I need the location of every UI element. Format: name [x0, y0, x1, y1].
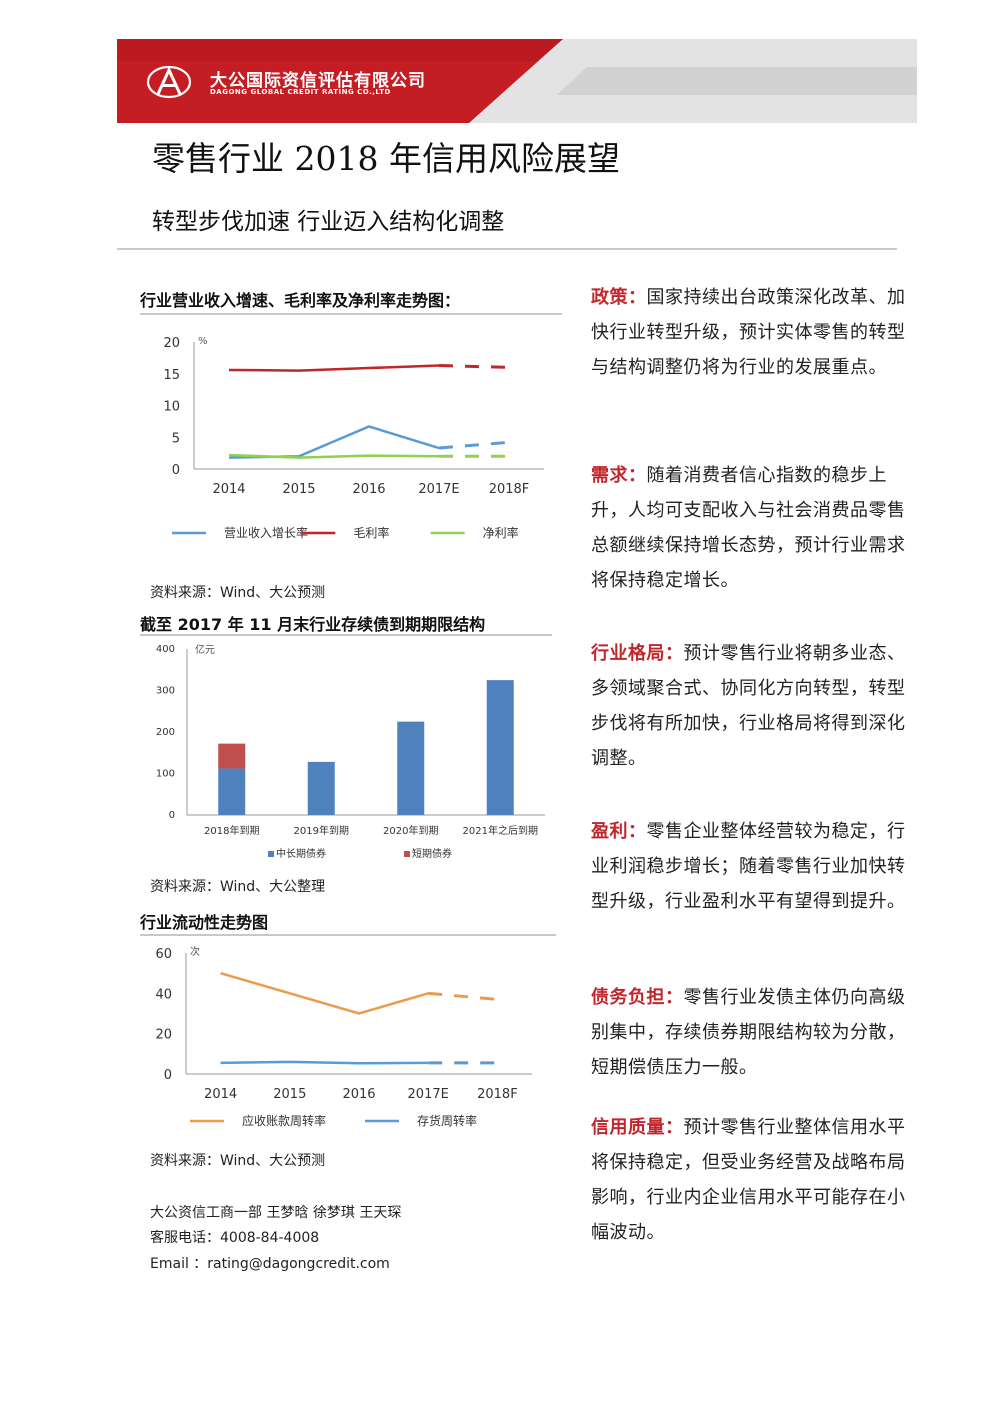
paragraph-credit-quality: 信用质量：预计零售行业整体信用水平将保持稳定，但受业务经营及战略布局影响，行业内…	[591, 1110, 911, 1250]
series-line-solid	[228, 425, 440, 459]
page-subtitle: 转型步伐加速 行业迈入结构化调整	[152, 209, 505, 235]
y-tick-label: 60	[155, 947, 172, 962]
chart1-source: 资料来源：Wind、大公预测	[150, 585, 326, 601]
y-unit-label: 亿元	[195, 643, 215, 656]
x-tick-label: 2017E	[418, 482, 459, 497]
y-tick-label: 400	[156, 644, 175, 655]
bar	[218, 743, 246, 769]
chart2-section-title: 截至 2017 年 11 月末行业存续债到期期限结构	[140, 615, 486, 634]
header-banner	[117, 39, 917, 123]
paragraph-label: 行业格局：	[591, 643, 684, 664]
paragraph-profitability: 盈利：零售企业整体经营较为稳定，行业利润稳步增长；随着零售行业加快转型升级，行业…	[591, 814, 911, 919]
legend-label: 净利率	[483, 525, 519, 540]
y-tick-label: 20	[163, 336, 180, 351]
y-unit-label: 次	[190, 945, 200, 958]
chart2-source: 资料来源：Wind、大公整理	[150, 879, 326, 895]
paragraph-text: 国家持续出台政策深化改革、加快行业转型升级，预计实体零售的转型与结构调整仍将为行…	[591, 287, 906, 378]
paragraph-text: 零售企业整体经营较为稳定，行业利润稳步增长；随着零售行业加快转型升级，行业盈利水…	[591, 821, 906, 912]
chart1-section-title: 行业营业收入增速、毛利率及净利率走势图：	[140, 291, 461, 310]
chart1-divider	[140, 313, 562, 315]
paragraph-text: 预计零售行业整体信用水平将保持稳定，但受业务经营及战略布局影响，行业内企业信用水…	[591, 1117, 906, 1243]
x-tick-label: 2017E	[408, 1087, 449, 1102]
contact-phone: 客服电话：4008-84-4008	[150, 1230, 320, 1246]
x-tick-label: 2020年到期	[383, 824, 438, 837]
bar	[486, 680, 514, 815]
x-tick-label: 2018F	[489, 482, 530, 497]
series-line-forecast	[438, 363, 510, 369]
company-logo-icon	[146, 65, 192, 99]
y-tick-label: 0	[164, 1068, 172, 1083]
chart2-divider	[140, 634, 552, 636]
chart3-source: 资料来源：Wind、大公预测	[150, 1153, 326, 1169]
series-line-solid	[220, 971, 429, 1015]
contact-team: 大公资信工商一部 王梦晗 徐梦琪 王天琛	[150, 1205, 402, 1221]
y-tick-label: 20	[155, 1028, 172, 1043]
series-line-solid	[228, 453, 440, 459]
x-tick-label: 2019年到期	[294, 824, 349, 837]
y-tick-label: 5	[172, 431, 180, 446]
paragraph-label: 需求：	[591, 465, 647, 486]
chart3-liquidity-line-chart: 0 20 40 60 次 2014 2015 2016 2017E 2018F 应收账款周转率 存货周…	[155, 945, 532, 1128]
company-name-cn: 大公国际资信评估有限公司	[210, 71, 426, 91]
paragraph-label: 信用质量：	[591, 1117, 684, 1138]
x-tick-label: 2016	[342, 1087, 375, 1102]
x-tick-label: 2014	[204, 1087, 237, 1102]
x-tick-label: 2015	[282, 482, 315, 497]
contact-email: Email ：rating@dagongcredit.com	[150, 1256, 390, 1272]
legend-label: 营业收入增长率	[224, 525, 308, 540]
title-divider	[117, 248, 897, 250]
chart3-section-title: 行业流动性走势图	[140, 913, 269, 932]
legend-label: 短期债券	[412, 847, 452, 860]
legend-label: 应收账款周转率	[242, 1113, 326, 1128]
series-line-solid	[228, 364, 440, 372]
paragraph-text: 预计零售行业将朝多业态、多领域聚合式、协同化方向转型，转型步伐将有所加快，行业格…	[591, 643, 906, 769]
paragraph-label: 政策：	[591, 287, 647, 308]
paragraph-text: 零售行业发债主体仍向高级别集中，存续债券期限结构较为分散，短期偿债压力一般。	[591, 987, 906, 1078]
paragraph-policy: 政策：国家持续出台政策深化改革、加快行业转型升级，预计实体零售的转型与结构调整仍…	[591, 280, 911, 385]
y-tick-label: 200	[156, 727, 175, 738]
x-tick-label: 2015	[273, 1087, 306, 1102]
x-tick-label: 2018年到期	[204, 824, 259, 837]
y-tick-label: 15	[163, 368, 180, 383]
paragraph-demand: 需求：随着消费者信心指数的稳步上升，人均可支配收入与社会消费品零售总额继续保持增…	[591, 458, 911, 598]
series-line-forecast	[438, 440, 510, 450]
y-tick-label: 40	[155, 987, 172, 1002]
company-name-en: DAGONG GLOBAL CREDIT RATING CO.,LTD	[210, 88, 391, 96]
bar	[307, 761, 335, 815]
page-title: 零售行业 2018 年信用风险展望	[152, 139, 620, 178]
paragraph-label: 债务负担：	[591, 987, 684, 1008]
chart2-bond-maturity-bar-chart: 0 100 200 300 400 亿元 2018年到期 2019年到期 2020年到期 2021…	[156, 643, 545, 860]
y-tick-label: 0	[169, 810, 175, 821]
x-tick-label: 2018F	[477, 1087, 518, 1102]
bar	[218, 768, 246, 815]
chart3-divider	[140, 934, 556, 936]
paragraph-text: 随着消费者信心指数的稳步上升，人均可支配收入与社会消费品零售总额继续保持增长态势…	[591, 465, 906, 591]
y-tick-label: 100	[156, 769, 175, 780]
legend-label: 毛利率	[353, 525, 389, 540]
paragraph-debt-burden: 债务负担：零售行业发债主体仍向高级别集中，存续债券期限结构较为分散，短期偿债压力…	[591, 980, 911, 1085]
series-line-solid	[220, 1060, 429, 1065]
paragraph-label: 盈利：	[591, 821, 647, 842]
series-line-forecast	[428, 991, 498, 1001]
legend-swatch	[404, 851, 410, 857]
x-tick-label: 2021年之后到期	[463, 824, 538, 837]
y-tick-label: 10	[163, 400, 180, 415]
x-tick-label: 2016	[352, 482, 385, 497]
y-tick-label: 300	[156, 686, 175, 697]
legend-swatch	[268, 851, 274, 857]
x-tick-label: 2014	[212, 482, 245, 497]
paragraph-industry-structure: 行业格局：预计零售行业将朝多业态、多领域聚合式、协同化方向转型，转型步伐将有所加…	[591, 636, 911, 776]
chart1-revenue-margin-line-chart: 0 5 10 15 20 % 2014 2015 2016 2017E 2018F 营业收入增长率 毛利…	[163, 336, 544, 540]
y-unit-label: %	[198, 336, 208, 347]
legend-label: 存货周转率	[417, 1113, 477, 1128]
legend-label: 中长期债券	[276, 847, 326, 860]
y-tick-label: 0	[172, 463, 180, 478]
bar	[397, 721, 425, 815]
